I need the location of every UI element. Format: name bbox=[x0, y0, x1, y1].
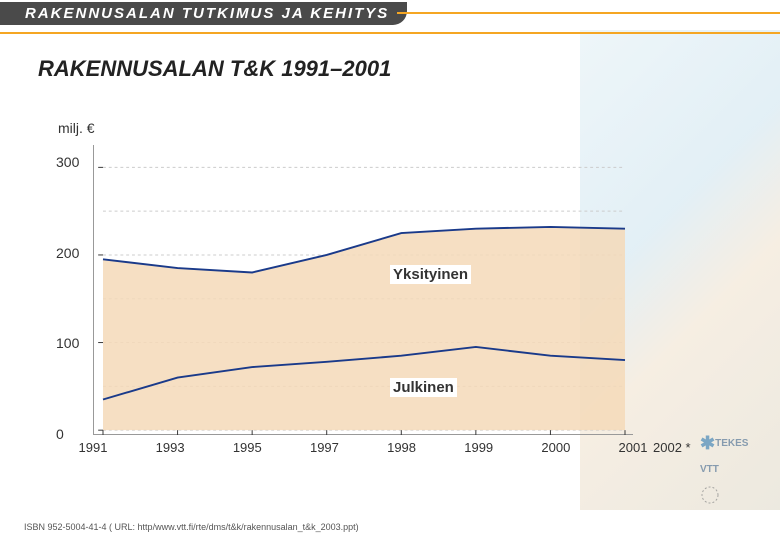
y-tick-label: 100 bbox=[56, 335, 79, 351]
series-label-yksityinen: Yksityinen bbox=[390, 265, 471, 284]
x-tick-label: 2001 bbox=[619, 440, 648, 455]
chart-svg bbox=[94, 145, 634, 435]
x-tick-label: 1998 bbox=[387, 440, 416, 455]
snowflake-icon: ✱ bbox=[700, 433, 715, 454]
y-tick-label: 200 bbox=[56, 245, 79, 261]
x-tick-label: 1995 bbox=[233, 440, 262, 455]
x-tick-label: 1997 bbox=[310, 440, 339, 455]
header-rule bbox=[397, 12, 780, 14]
plot-area bbox=[93, 145, 633, 435]
x-tick-label: 1991 bbox=[79, 440, 108, 455]
header-bar: RAKENNUSALAN TUTKIMUS JA KEHITYS bbox=[0, 0, 780, 26]
header-text: RAKENNUSALAN TUTKIMUS JA KEHITYS bbox=[0, 2, 407, 25]
logo-tekes: ✱ TEKES bbox=[700, 432, 770, 454]
chart-container: milj. € Yksityinen Julkinen 0 100 200 300 19… bbox=[38, 120, 738, 480]
logo-stack: ✱ TEKES VTT bbox=[700, 428, 770, 510]
y-axis-title: milj. € bbox=[58, 120, 95, 136]
series-label-julkinen: Julkinen bbox=[390, 378, 457, 397]
x-tick-label: 1999 bbox=[464, 440, 493, 455]
x-tick-label: 2000 bbox=[541, 440, 570, 455]
footer-citation: ISBN 952-5004-41-4 ( URL: http/www.vtt.f… bbox=[24, 522, 359, 532]
logo-vtt: VTT bbox=[700, 458, 770, 480]
slide-title: RAKENNUSALAN T&K 1991–2001 bbox=[38, 56, 391, 82]
y-tick-label: 0 bbox=[56, 426, 64, 442]
orange-divider bbox=[0, 32, 780, 34]
x-tick-label: 1993 bbox=[156, 440, 185, 455]
x-tick-label-extra: 2002 * bbox=[653, 440, 691, 455]
y-tick-label: 300 bbox=[56, 154, 79, 170]
logo-circle bbox=[700, 484, 770, 506]
